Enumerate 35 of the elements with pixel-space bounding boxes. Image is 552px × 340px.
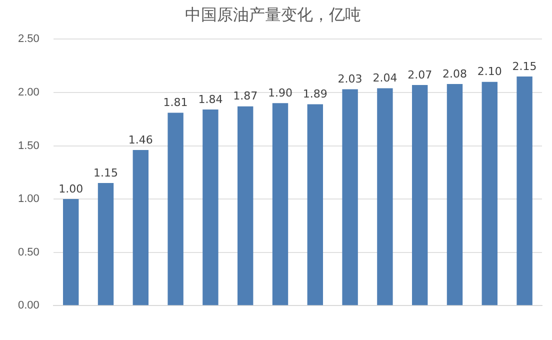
data-label: 1.90 <box>268 86 293 100</box>
data-label: 1.81 <box>163 96 188 110</box>
bar <box>377 88 393 306</box>
bar <box>482 82 498 306</box>
y-tick-label: 1.50 <box>18 140 40 152</box>
y-tick-label: 2.00 <box>18 86 40 99</box>
data-label: 2.15 <box>512 60 537 73</box>
bar <box>63 199 79 306</box>
data-label: 1.46 <box>128 133 153 146</box>
y-tick-label: 1.00 <box>18 193 40 206</box>
data-label: 1.84 <box>198 92 223 106</box>
data-label: 2.10 <box>477 65 502 78</box>
data-label: 1.89 <box>302 88 328 101</box>
data-label: 1.15 <box>94 166 118 180</box>
bar <box>516 76 532 306</box>
bar <box>98 183 114 306</box>
data-label: 1.00 <box>58 182 84 196</box>
bar <box>446 84 463 306</box>
bar <box>238 106 254 306</box>
y-tick-label: 0.00 <box>18 300 40 312</box>
bar <box>342 89 358 306</box>
data-label: 1.87 <box>233 90 258 103</box>
data-label: 2.07 <box>408 68 432 82</box>
bar <box>307 104 324 306</box>
y-tick-label: 2.50 <box>18 33 40 46</box>
data-label: 2.03 <box>338 72 362 86</box>
chart-title: 中国原油产量变化，亿吨 <box>185 4 361 24</box>
bar <box>412 85 428 306</box>
bar <box>168 112 184 306</box>
bar <box>202 110 218 306</box>
y-tick-label: 0.50 <box>18 246 40 258</box>
data-label: 2.04 <box>372 72 398 85</box>
data-label: 2.08 <box>442 67 467 80</box>
bar <box>272 103 288 306</box>
bar <box>132 150 149 306</box>
